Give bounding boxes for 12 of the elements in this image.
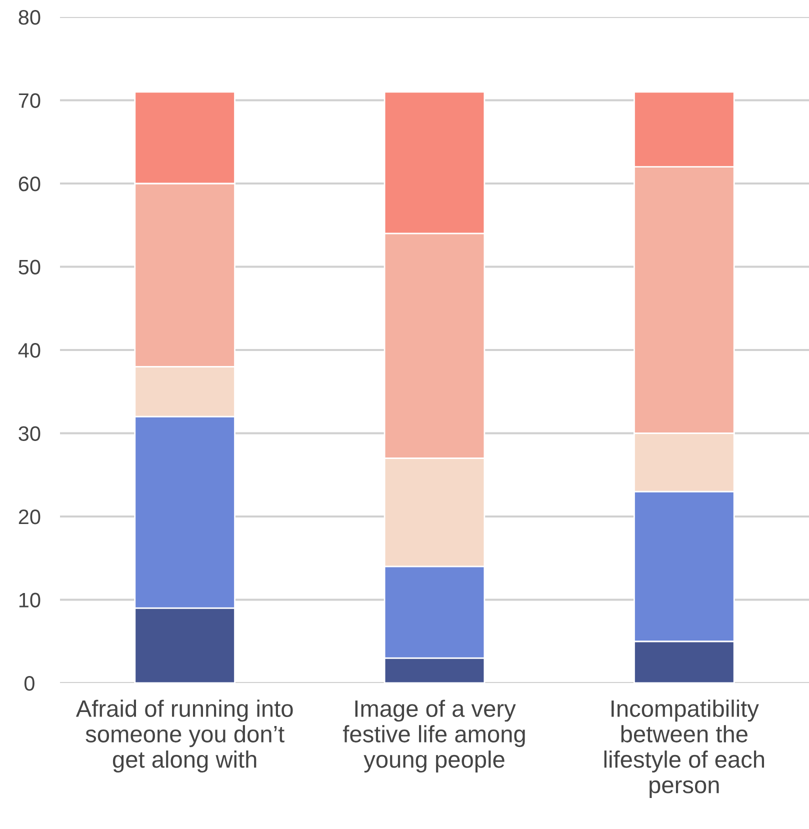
- y-tick-label: 20: [18, 510, 40, 524]
- y-tick-label: 70: [18, 93, 40, 108]
- x-tick-label: Afraid of running into someone you don’t get along with: [76, 700, 293, 773]
- y-tick-label: 60: [18, 176, 40, 192]
- y-tick-label: 30: [18, 426, 40, 442]
- y-tick-label: 50: [18, 260, 40, 275]
- y-tick-label: 0: [24, 676, 34, 691]
- y-tick-label: 40: [18, 343, 40, 358]
- y-tick-label: 10: [19, 592, 40, 608]
- x-tick-label: Incompatibility between the lifestyle of each person: [604, 700, 764, 798]
- x-tick-label: Image of a very festive life among young people: [342, 700, 525, 773]
- y-tick-label: 80: [18, 10, 40, 25]
